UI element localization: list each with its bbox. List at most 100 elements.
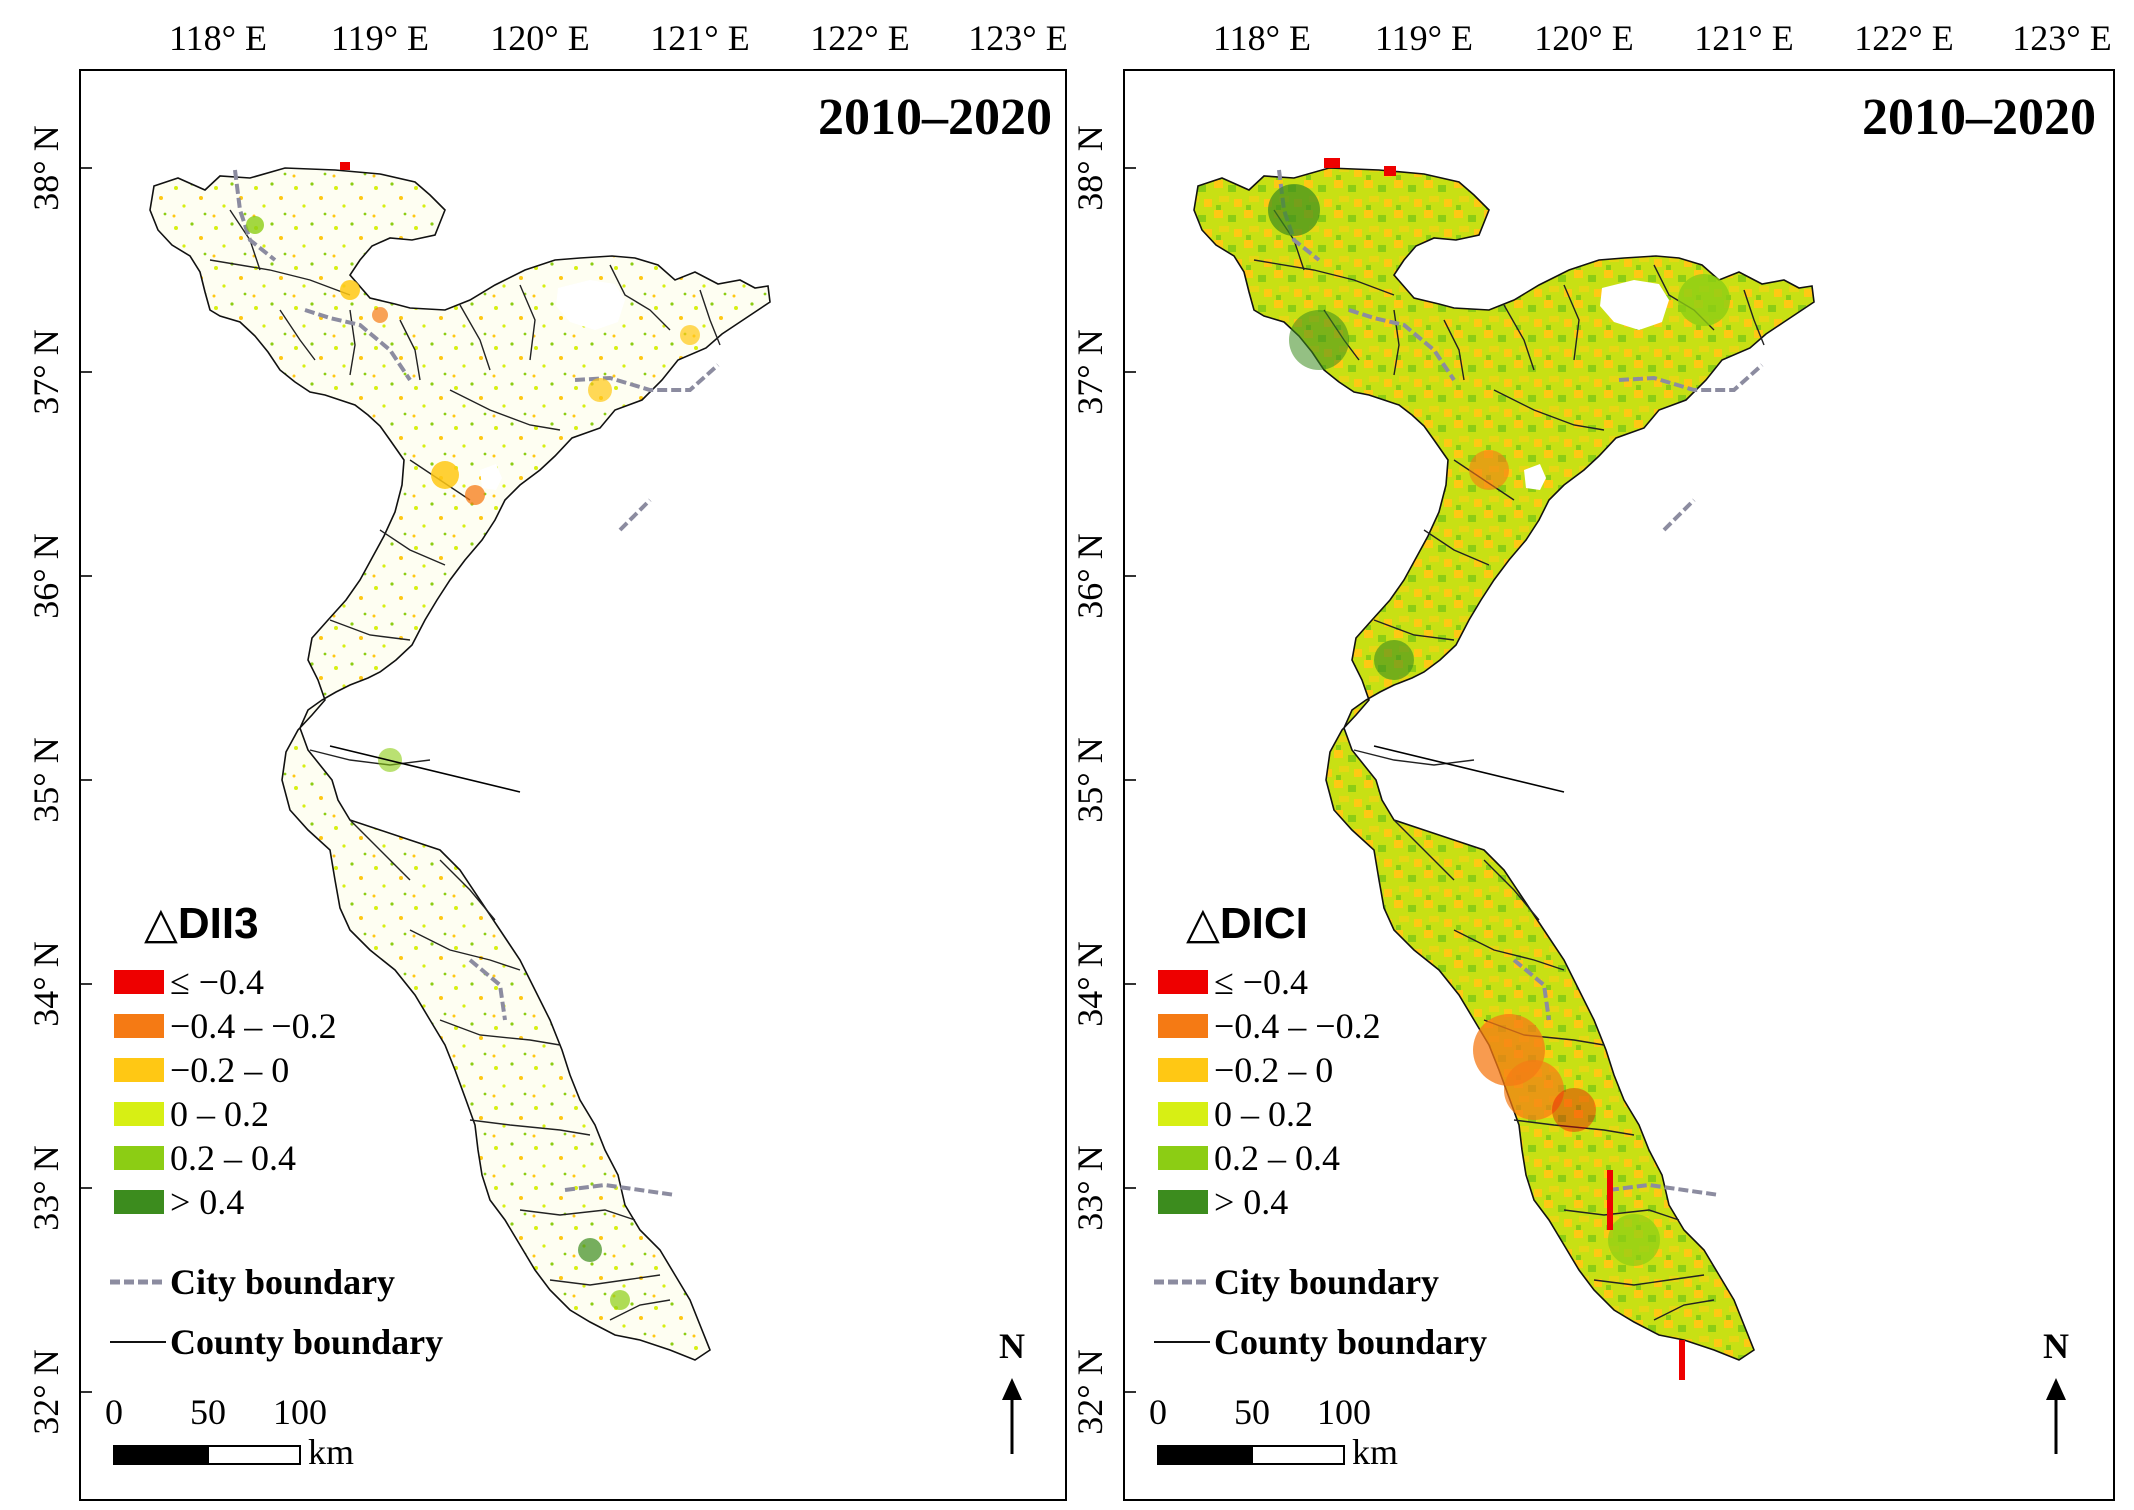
lat-label: 35° N xyxy=(1070,737,1110,822)
longitude-labels-left: 118° E 119° E 120° E 121° E 122° E 123° … xyxy=(169,18,1068,58)
section-line-left xyxy=(329,745,521,793)
north-arrow-right: N xyxy=(2043,1326,2069,1454)
north-label: N xyxy=(2043,1326,2069,1366)
north-arrow-left: N xyxy=(999,1326,1025,1454)
legend-label: ≤ −0.4 xyxy=(1214,962,1308,1002)
legend-title-right: △DICI xyxy=(1186,899,1308,948)
legend-label: −0.2 – 0 xyxy=(1214,1050,1333,1090)
legend-swatch xyxy=(114,1058,164,1082)
hotspot xyxy=(1268,184,1320,236)
legend-swatch xyxy=(114,1146,164,1170)
hotspot xyxy=(578,1238,602,1262)
delta-icon: △ xyxy=(1186,899,1220,948)
legend-swatch xyxy=(1158,1146,1208,1170)
delta-icon: △ xyxy=(144,899,178,948)
landmass-left xyxy=(149,162,771,1361)
legend-swatch xyxy=(114,1014,164,1038)
legend-swatch xyxy=(1158,970,1208,994)
axis-ticks xyxy=(80,167,1136,1393)
legend-swatch xyxy=(114,970,164,994)
section-line-right xyxy=(1373,745,1565,793)
county-boundary-label: County boundary xyxy=(170,1322,443,1362)
lon-label: 119° E xyxy=(331,18,429,58)
scalebar-segment xyxy=(1157,1445,1253,1465)
hotspot xyxy=(340,280,360,300)
lat-label: 36° N xyxy=(26,533,66,618)
legend-label: 0 – 0.2 xyxy=(1214,1094,1313,1134)
hotspot xyxy=(1607,1170,1613,1230)
lat-label: 38° N xyxy=(26,125,66,210)
lat-label: 35° N xyxy=(26,737,66,822)
legend-swatch xyxy=(1158,1102,1208,1126)
lon-label: 119° E xyxy=(1375,18,1473,58)
legend-label: ≤ −0.4 xyxy=(170,962,264,1002)
lat-label: 34° N xyxy=(1070,941,1110,1026)
hotspot xyxy=(1608,1214,1660,1266)
longitude-labels-right: 118° E 119° E 120° E 121° E 122° E 123° … xyxy=(1213,18,2112,58)
legend-swatch xyxy=(114,1102,164,1126)
legend-label: > 0.4 xyxy=(1214,1182,1288,1222)
lon-label: 123° E xyxy=(2012,18,2111,58)
lon-label: 122° E xyxy=(1854,18,1953,58)
city-boundary-label: City boundary xyxy=(170,1262,395,1302)
legend-title-text: DII3 xyxy=(178,899,259,948)
panel-title-right: 2010–2020 xyxy=(1862,89,2096,146)
lon-label: 118° E xyxy=(1213,18,1311,58)
legend-label: 0.2 – 0.4 xyxy=(170,1138,296,1178)
north-arrowhead-icon xyxy=(1002,1378,1022,1400)
hotspot xyxy=(431,461,459,489)
panel-right xyxy=(1123,69,2115,1501)
scalebar-segment xyxy=(1251,1445,1345,1465)
hotspot xyxy=(1552,1088,1596,1132)
lon-label: 123° E xyxy=(968,18,1067,58)
legend-label: −0.4 – −0.2 xyxy=(170,1006,337,1046)
county-boundary-label: County boundary xyxy=(1214,1322,1487,1362)
scalebar-segment xyxy=(113,1445,209,1465)
latitude-labels-right: 38° N 37° N 36° N 35° N 34° N 33° N 32° … xyxy=(1070,125,1110,1434)
scalebar-left: 0 50 100 km xyxy=(105,1392,354,1472)
lat-label: 36° N xyxy=(1070,533,1110,618)
scalebar-tick: 0 xyxy=(105,1392,123,1432)
scalebar-right: 0 50 100 km xyxy=(1149,1392,1398,1472)
lon-label: 118° E xyxy=(169,18,267,58)
legend-swatch xyxy=(1158,1014,1208,1038)
lat-label: 34° N xyxy=(26,941,66,1026)
hotspot xyxy=(1679,1340,1685,1380)
legend-right: △DICI ≤ −0.4 −0.4 – −0.2 −0.2 – 0 0 – 0.… xyxy=(1149,899,2069,1472)
lon-label: 121° E xyxy=(650,18,749,58)
scalebar-unit: km xyxy=(308,1432,354,1472)
lon-label: 121° E xyxy=(1694,18,1793,58)
lon-label: 122° E xyxy=(810,18,909,58)
hotspot xyxy=(340,162,350,170)
legend-title-left: △DII3 xyxy=(144,899,259,948)
panel-title-left: 2010–2020 xyxy=(818,89,1052,146)
hotspot xyxy=(1374,640,1414,680)
hotspot xyxy=(1469,450,1509,490)
hotspot xyxy=(1384,166,1396,176)
hotspot xyxy=(1678,274,1730,326)
lon-label: 120° E xyxy=(1534,18,1633,58)
legend-left: △DII3 ≤ −0.4 −0.4 – −0.2 −0.2 – 0 0 – 0.… xyxy=(105,899,1025,1472)
scalebar-segment xyxy=(207,1445,301,1465)
lat-label: 37° N xyxy=(1070,329,1110,414)
legend-swatch xyxy=(1158,1190,1208,1214)
hotspot xyxy=(372,307,388,323)
scalebar-tick: 50 xyxy=(1234,1392,1270,1432)
hotspot xyxy=(1289,310,1349,370)
scalebar-tick: 0 xyxy=(1149,1392,1167,1432)
north-label: N xyxy=(999,1326,1025,1366)
hotspot xyxy=(680,325,700,345)
lat-label: 37° N xyxy=(26,329,66,414)
north-arrowhead-icon xyxy=(2046,1378,2066,1400)
legend-swatch xyxy=(114,1190,164,1214)
legend-swatch xyxy=(1158,1058,1208,1082)
landmass-right xyxy=(1193,158,1815,1380)
hotspot xyxy=(1324,158,1340,168)
legend-label: 0 – 0.2 xyxy=(170,1094,269,1134)
lat-label: 32° N xyxy=(1070,1349,1110,1434)
hotspot xyxy=(246,216,264,234)
lon-label: 120° E xyxy=(490,18,589,58)
lat-label: 38° N xyxy=(1070,125,1110,210)
hotspot xyxy=(465,485,485,505)
